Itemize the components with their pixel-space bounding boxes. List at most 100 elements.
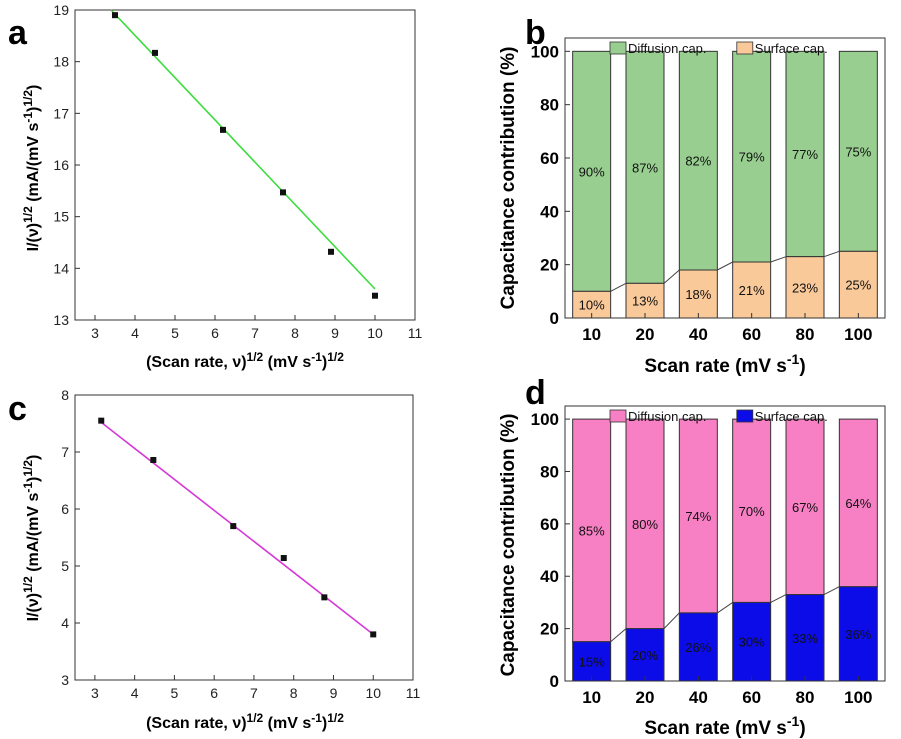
bar-label-surface: 10%	[579, 298, 605, 313]
bar-surface	[732, 601, 772, 682]
bar-label-surface: 30%	[739, 635, 765, 650]
plot-frame	[74, 394, 414, 681]
data-marks	[110, 9, 378, 299]
y-tick-label: 6	[61, 501, 69, 517]
y-tick-label: 40	[540, 202, 559, 221]
connector-line	[717, 602, 733, 614]
y-tick-label: 100	[531, 42, 559, 61]
x-tick-label: 9	[331, 325, 339, 341]
y-tick-label: 80	[540, 462, 559, 481]
bar-label-surface: 36%	[845, 627, 871, 642]
x-tick-label: 7	[251, 325, 259, 341]
y-tick-label: 7	[61, 444, 69, 460]
axis-ticks: 3 4 5 6 7 8 9 10 11 3 4 5 6 7 8	[61, 387, 420, 701]
data-point	[112, 12, 118, 19]
x-tick-label: 100	[844, 688, 872, 707]
x-tick-label: 10	[367, 325, 383, 341]
data-point	[150, 456, 157, 463]
y-tick-label: 5	[61, 558, 69, 574]
data-point	[372, 292, 378, 299]
y-tick-label: 3	[61, 672, 69, 688]
bar-diffusion	[732, 50, 772, 263]
y-tick-label: 40	[540, 567, 559, 586]
panel-label-b: b	[525, 14, 546, 52]
connector-line	[663, 269, 680, 284]
bar-surface	[838, 250, 878, 319]
legend-label: Surface cap.	[755, 41, 828, 56]
bar-label-surface: 25%	[845, 278, 871, 293]
data-marks	[98, 417, 377, 638]
y-tick-label: 18	[53, 54, 69, 70]
y-tick-label: 20	[540, 620, 559, 639]
x-tick-label: 5	[171, 685, 179, 701]
data-marks: 90% 10% 87% 13% 82% 18% 79% 21% 77% 23% 75% 25%	[572, 50, 878, 319]
bar-diffusion	[732, 418, 772, 603]
legend-swatch	[609, 41, 627, 55]
x-tick-label: 60	[742, 325, 761, 344]
bar-label-diffusion: 85%	[579, 523, 605, 538]
bar-surface	[785, 256, 825, 319]
connector-line	[663, 612, 680, 629]
bar-label-surface: 33%	[792, 631, 818, 646]
bar-surface	[678, 612, 718, 682]
x-tick-label: 4	[131, 325, 139, 341]
x-tick-label: 100	[844, 325, 872, 344]
y-axis-label: Capacitance contribution (%)	[498, 414, 519, 677]
x-tick-label: 8	[291, 325, 299, 341]
fit-line	[110, 9, 376, 290]
plot-frame	[74, 9, 416, 321]
x-tick-label: 40	[689, 688, 708, 707]
bar-label-surface: 15%	[579, 654, 605, 669]
y-tick-label: 4	[61, 615, 69, 631]
legend-label: Surface cap.	[755, 409, 828, 424]
bar-surface	[785, 594, 825, 682]
bar-label-surface: 26%	[685, 640, 711, 655]
y-tick-label: 15	[53, 209, 69, 225]
y-tick-label: 60	[540, 515, 559, 534]
x-tick-label: 3	[91, 325, 99, 341]
bar-label-diffusion: 74%	[685, 509, 711, 524]
x-tick-label: 60	[742, 688, 761, 707]
y-tick-label: 0	[550, 672, 559, 691]
connector-line	[717, 261, 733, 271]
plot-frame	[564, 37, 886, 319]
x-axis-label: Scan rate (mV s-1)	[644, 351, 805, 377]
bar-surface	[678, 269, 718, 319]
bar-diffusion	[838, 50, 878, 252]
chart-d: 85% 15% 80% 20% 74% 26% 70% 30% 67% 33% 64% 36% 10 2…	[498, 405, 886, 739]
bar-label-diffusion: 90%	[579, 164, 605, 179]
bar-label-diffusion: 77%	[792, 147, 818, 162]
legend-swatch	[736, 409, 754, 423]
fit-line	[100, 421, 374, 636]
connector-line	[823, 250, 840, 258]
connector-line	[610, 628, 627, 643]
bar-surface	[572, 641, 612, 682]
x-tick-label: 4	[131, 685, 139, 701]
y-tick-label: 80	[540, 96, 559, 115]
x-axis-label: (Scan rate, ν)1/2 (mV s-1)1/2	[146, 711, 344, 732]
legend-label: Diffusion cap.	[628, 41, 707, 56]
bar-label-diffusion: 80%	[632, 517, 658, 532]
axis-ticks: 10 20 40 60 80 100 0 20 40 60 80 100	[531, 410, 873, 707]
legend-label: Diffusion cap.	[628, 409, 707, 424]
legend: Diffusion cap. Surface cap.	[609, 409, 828, 424]
x-tick-label: 6	[210, 685, 218, 701]
x-tick-label: 40	[689, 325, 708, 344]
x-tick-label: 10	[582, 688, 601, 707]
bar-diffusion	[678, 50, 718, 271]
x-tick-label: 80	[796, 688, 815, 707]
panel-label-d: d	[525, 374, 546, 412]
x-axis-label: Scan rate (mV s-1)	[644, 713, 805, 739]
bar-surface	[625, 628, 665, 682]
y-tick-label: 16	[53, 157, 69, 173]
y-tick-label: 20	[540, 256, 559, 275]
x-tick-label: 20	[636, 325, 655, 344]
bar-diffusion	[572, 418, 612, 643]
bar-diffusion	[785, 50, 825, 258]
x-tick-label: 3	[91, 685, 99, 701]
plot-frame	[564, 405, 886, 682]
x-tick-label: 7	[250, 685, 258, 701]
bar-label-surface: 20%	[632, 648, 658, 663]
bar-label-diffusion: 87%	[632, 160, 658, 175]
